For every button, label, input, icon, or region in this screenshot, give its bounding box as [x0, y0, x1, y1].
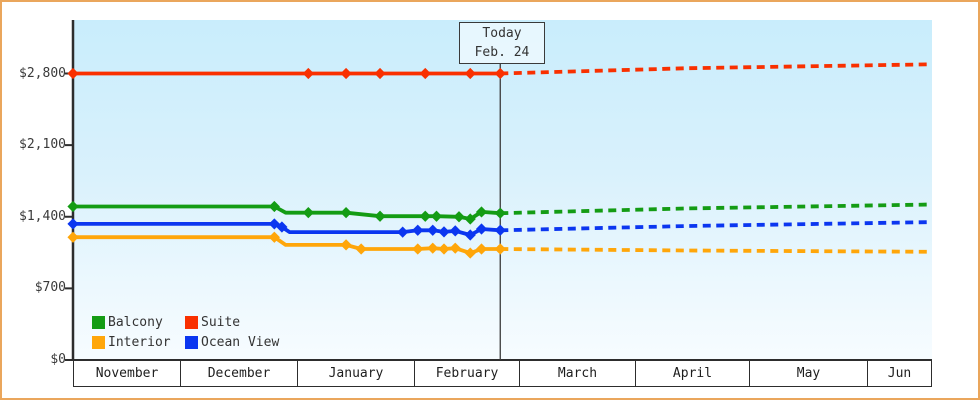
- suite-marker: [464, 67, 476, 80]
- legend-label: Suite: [201, 314, 241, 330]
- legend-label: Interior: [108, 334, 171, 350]
- balcony-marker: [268, 200, 280, 213]
- interior-marker: [67, 231, 79, 243]
- y-tick-label: $2,800: [19, 65, 66, 81]
- interior-marker: [475, 243, 488, 255]
- balcony-marker: [475, 206, 488, 218]
- interior-marker: [427, 242, 439, 254]
- suite-forecast-line: [500, 62, 933, 76]
- suite-marker: [419, 67, 431, 80]
- month-cell-march: March: [519, 360, 636, 387]
- month-cell-november: November: [73, 360, 181, 387]
- balcony-marker: [419, 210, 431, 222]
- interior-marker: [268, 231, 280, 243]
- interior-marker: [355, 243, 367, 255]
- month-cell-may: May: [749, 360, 868, 387]
- suite-marker: [67, 67, 79, 80]
- y-tick-label: $700: [34, 280, 66, 296]
- ocean-view-marker: [494, 224, 506, 236]
- legend-item-suite: Suite: [185, 312, 279, 332]
- month-cell-december: December: [180, 360, 298, 387]
- legend: Balcony Suite Interior Ocean View: [92, 312, 279, 352]
- y-tick-label: $2,100: [19, 137, 66, 153]
- today-label: Today: [482, 26, 522, 41]
- y-tick-label: $0: [50, 352, 66, 367]
- month-cell-february: February: [414, 360, 520, 387]
- interior-marker: [412, 243, 424, 255]
- balcony-marker: [430, 210, 443, 222]
- ocean-view-forecast-line: [500, 220, 933, 233]
- ocean-view-marker: [475, 223, 488, 235]
- balcony-marker: [374, 210, 386, 222]
- interior-swatch-icon: [92, 335, 105, 349]
- ocean-view-marker: [268, 218, 280, 230]
- ocean-view-marker: [427, 224, 439, 236]
- month-cell-jun: Jun: [867, 360, 932, 387]
- balcony-marker: [67, 200, 79, 213]
- today-date: Feb. 24: [474, 45, 530, 60]
- month-cell-january: January: [297, 360, 415, 387]
- ocean-view-marker: [464, 229, 476, 241]
- balcony-forecast-line: [500, 202, 933, 216]
- legend-item-balcony: Balcony: [92, 312, 185, 332]
- ocean-view-marker: [438, 226, 450, 238]
- interior-forecast-line: [500, 247, 933, 254]
- balcony-marker: [494, 207, 506, 219]
- interior-marker: [464, 247, 476, 259]
- interior-marker: [494, 243, 506, 255]
- balcony-swatch-icon: [92, 315, 105, 329]
- interior-marker: [340, 239, 352, 251]
- ocean-view-marker: [276, 221, 288, 233]
- legend-label: Ocean View: [201, 334, 280, 350]
- ocean-view-swatch-icon: [185, 335, 198, 349]
- legend-item-ocean-view: Ocean View: [185, 332, 279, 352]
- legend-label: Balcony: [108, 314, 163, 330]
- suite-marker: [494, 67, 506, 80]
- ocean-view-marker: [449, 225, 461, 237]
- interior-marker: [449, 242, 461, 254]
- ocean-view-marker: [412, 224, 424, 236]
- balcony-marker: [464, 213, 476, 225]
- suite-swatch-icon: [185, 315, 198, 329]
- y-tick-label: $1,400: [19, 208, 66, 224]
- ocean-view-marker: [67, 218, 79, 230]
- suite-marker: [374, 67, 386, 80]
- balcony-marker: [302, 207, 314, 219]
- balcony-marker: [453, 211, 465, 223]
- today-marker-box: Today Feb. 24: [459, 22, 545, 64]
- interior-marker: [438, 243, 450, 255]
- suite-marker: [340, 67, 352, 80]
- balcony-marker: [340, 207, 352, 219]
- month-cell-april: April: [635, 360, 750, 387]
- suite-marker: [302, 67, 314, 80]
- ocean-view-marker: [397, 226, 409, 238]
- legend-item-interior: Interior: [92, 332, 185, 352]
- interior-history-line: [73, 235, 501, 256]
